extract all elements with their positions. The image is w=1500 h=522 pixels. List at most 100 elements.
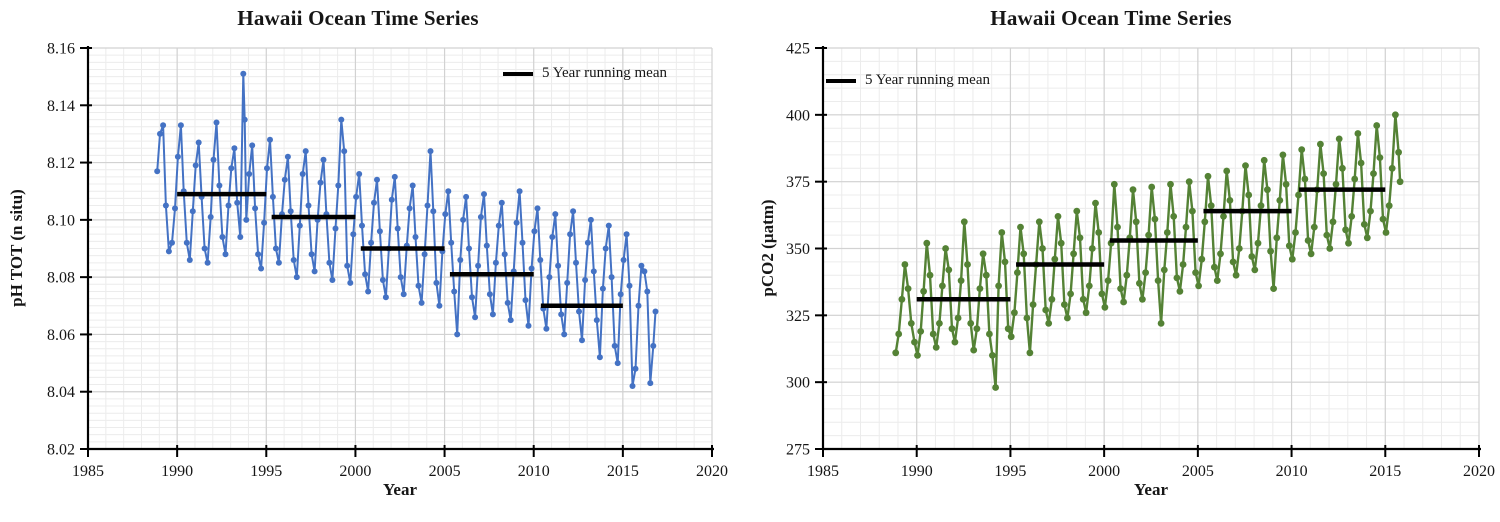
tick-labels: 1985 1990 1995 2000 2005 2010 2015 2020 275 300 32… xyxy=(786,41,1495,481)
data-point-marker xyxy=(584,239,591,246)
data-series xyxy=(154,70,659,389)
data-point-marker xyxy=(241,116,248,123)
data-point-marker xyxy=(1035,218,1043,226)
data-point-marker xyxy=(400,291,407,298)
y-tick-label: 8.16 xyxy=(47,41,75,58)
data-point-marker xyxy=(1179,261,1187,268)
data-point-marker xyxy=(1232,271,1240,279)
data-point-marker xyxy=(1304,237,1312,244)
x-tick-label: 2015 xyxy=(607,463,639,480)
data-point-marker xyxy=(1348,213,1356,220)
data-point-marker xyxy=(492,259,499,266)
data-point-marker xyxy=(341,148,348,155)
data-point-marker xyxy=(1392,111,1399,119)
data-point-marker xyxy=(174,153,181,160)
data-point-marker xyxy=(1339,164,1346,172)
data-point-marker xyxy=(1288,255,1296,263)
data-point-marker xyxy=(951,338,959,346)
data-point-marker xyxy=(1276,197,1284,204)
data-point-marker xyxy=(498,199,505,206)
data-point-marker xyxy=(954,314,962,322)
axes xyxy=(815,46,1481,457)
data-point-marker xyxy=(486,291,493,298)
y-tick-label: 350 xyxy=(786,241,810,258)
data-point-marker xyxy=(590,268,597,275)
data-point-marker xyxy=(960,218,968,226)
data-point-marker xyxy=(1011,309,1018,317)
data-point-marker xyxy=(602,245,609,252)
data-point-marker xyxy=(308,251,315,258)
data-point-marker xyxy=(1145,231,1152,239)
data-point-marker xyxy=(1295,191,1302,199)
data-point-marker xyxy=(255,251,262,258)
data-point-marker xyxy=(356,171,363,177)
data-point-marker xyxy=(1067,290,1074,298)
data-point-marker xyxy=(1273,234,1281,242)
data-point-marker xyxy=(160,122,167,129)
data-point-marker xyxy=(246,171,253,177)
series-line xyxy=(156,72,657,387)
ph-x-axis-label: Year xyxy=(383,480,417,499)
data-point-marker xyxy=(165,248,172,255)
data-point-marker xyxy=(504,299,511,306)
y-tick-label: 375 xyxy=(786,174,810,191)
data-point-marker xyxy=(929,330,937,338)
data-point-marker xyxy=(907,320,915,327)
data-point-marker xyxy=(561,331,568,338)
x-tick-label: 2020 xyxy=(696,463,728,480)
data-point-marker xyxy=(525,322,532,329)
running-mean-segments xyxy=(177,191,623,309)
running-mean-line-swatch xyxy=(826,78,856,83)
data-point-marker xyxy=(1211,263,1218,271)
data-point-marker xyxy=(1154,277,1162,284)
data-point-marker xyxy=(1198,255,1206,263)
data-point-marker xyxy=(1201,218,1209,226)
y-tick-label: 8.08 xyxy=(47,270,75,287)
data-point-marker xyxy=(513,219,520,226)
data-point-marker xyxy=(495,222,502,229)
data-point-marker xyxy=(1001,258,1009,266)
data-point-marker xyxy=(1376,154,1384,162)
ph-y-axis-label: pH TOT (n situ) xyxy=(7,189,26,307)
data-point-marker xyxy=(932,344,940,351)
data-point-marker xyxy=(281,176,288,183)
data-point-marker xyxy=(1129,186,1137,194)
data-point-marker xyxy=(1007,333,1015,341)
data-point-marker xyxy=(1379,215,1387,223)
series-line xyxy=(894,113,1402,389)
data-point-marker xyxy=(998,229,1006,236)
data-point-marker xyxy=(1020,250,1028,258)
data-point-marker xyxy=(1220,213,1227,220)
data-point-marker xyxy=(534,205,541,212)
data-point-marker xyxy=(1014,269,1021,276)
data-point-marker xyxy=(466,245,472,252)
data-point-marker xyxy=(302,148,309,155)
axes xyxy=(80,46,714,457)
data-point-marker xyxy=(472,314,479,321)
data-point-marker xyxy=(231,145,238,152)
pco2-x-axis-label: Year xyxy=(1134,480,1168,499)
data-point-marker xyxy=(225,202,232,209)
running-mean-segments xyxy=(916,187,1386,302)
data-point-marker xyxy=(172,205,178,212)
legend-label: 5 Year running mean xyxy=(865,72,990,88)
data-point-marker xyxy=(1098,290,1106,298)
data-point-marker xyxy=(1213,277,1221,284)
data-point-marker xyxy=(1185,178,1193,186)
data-point-marker xyxy=(576,308,582,315)
pco2-y-axis-label: pCO2 (µatm) xyxy=(758,199,777,297)
data-point-marker xyxy=(1192,269,1199,276)
x-tick-label: 2020 xyxy=(1463,463,1495,480)
data-point-marker xyxy=(552,211,559,218)
data-point-marker xyxy=(1079,295,1087,303)
data-point-marker xyxy=(957,277,965,284)
data-point-marker xyxy=(1251,266,1259,274)
data-point-marker xyxy=(986,330,993,338)
ph-legend: 5 Year running mean xyxy=(503,65,667,82)
data-point-marker xyxy=(626,282,633,289)
data-point-marker xyxy=(644,288,651,295)
x-tick-label: 2015 xyxy=(1369,463,1401,480)
data-point-marker xyxy=(522,297,529,304)
data-point-marker xyxy=(1223,167,1231,175)
